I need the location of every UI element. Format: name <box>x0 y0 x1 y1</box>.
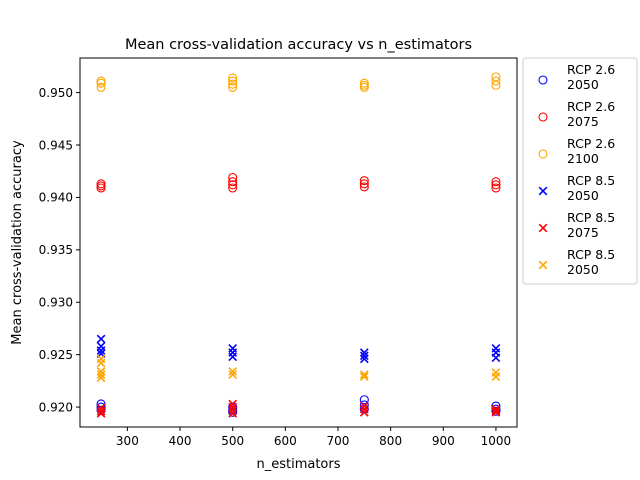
legend-item: RCP 2.6 2100 <box>538 136 615 166</box>
x-tick-label: 800 <box>379 434 402 448</box>
series-1 <box>96 172 501 193</box>
data-point <box>96 78 106 88</box>
legend-label: RCP 2.6 2075 <box>567 99 615 129</box>
legend-item: RCP 8.5 2050 <box>538 247 615 277</box>
y-tick-label: 0.945 <box>39 138 73 152</box>
data-point <box>491 372 501 382</box>
x-tick-label: 700 <box>327 434 350 448</box>
legend-item: RCP 2.6 2075 <box>538 99 615 129</box>
data-point <box>359 407 369 417</box>
x-tick-label: 400 <box>169 434 192 448</box>
data-point <box>491 80 501 90</box>
legend-label: RCP 8.5 2050 <box>567 173 615 203</box>
plot-area <box>96 72 501 418</box>
legend-label: RCP 2.6 2100 <box>567 136 615 166</box>
legend: RCP 2.6 2050 RCP 2.6 2075 RCP 2.6 2100 RCP 8.5… <box>522 57 638 285</box>
data-point <box>96 82 106 92</box>
x-tick-label: 1000 <box>481 434 512 448</box>
legend-marker <box>538 149 548 159</box>
y-tick-label: 0.940 <box>39 191 73 205</box>
legend-marker <box>538 112 548 122</box>
x-tick-label: 500 <box>221 434 244 448</box>
legend-label: RCP 8.5 2075 <box>567 210 615 240</box>
legend-item: RCP 8.5 2075 <box>538 210 615 240</box>
data-point <box>491 180 501 190</box>
data-point <box>359 82 369 92</box>
data-point <box>228 180 238 190</box>
data-point <box>96 373 106 383</box>
data-point <box>359 179 369 189</box>
data-point <box>228 79 238 89</box>
series-3 <box>96 334 501 364</box>
data-point <box>228 76 238 86</box>
legend-marker <box>538 75 548 85</box>
y-tick-label: 0.950 <box>39 86 73 100</box>
legend-box <box>522 57 638 285</box>
data-point <box>228 409 238 418</box>
y-tick-label: 0.930 <box>39 296 73 310</box>
y-tick-label: 0.925 <box>39 348 73 362</box>
data-point <box>359 351 369 361</box>
data-point <box>359 404 369 414</box>
x-tick-label: 300 <box>116 434 139 448</box>
legend-label: RCP 8.5 2050 <box>567 247 615 277</box>
legend-item: RCP 8.5 2050 <box>538 173 615 203</box>
data-point <box>228 73 238 83</box>
legend-label: RCP 2.6 2050 <box>567 62 615 92</box>
data-point <box>359 395 369 405</box>
data-point <box>491 406 501 416</box>
series-2 <box>96 72 501 92</box>
data-point <box>96 183 106 193</box>
series-5 <box>96 354 501 383</box>
data-point <box>228 172 238 183</box>
chart-title: Mean cross-validation accuracy vs n_esti… <box>125 37 472 53</box>
data-point <box>228 370 238 379</box>
data-point <box>359 370 369 379</box>
y-tick-label: 0.935 <box>39 243 73 257</box>
data-point <box>96 409 106 418</box>
data-point <box>359 401 369 411</box>
series-4 <box>96 399 501 418</box>
data-point <box>359 348 369 357</box>
data-point <box>96 406 106 416</box>
data-point <box>96 367 106 376</box>
data-point <box>491 407 501 417</box>
legend-marker <box>538 223 548 233</box>
x-tick-label: 900 <box>432 434 455 448</box>
data-point <box>228 399 238 409</box>
data-point <box>359 176 369 186</box>
data-point <box>228 402 238 412</box>
data-point <box>491 76 501 86</box>
data-point <box>228 82 238 92</box>
data-point <box>491 177 501 187</box>
data-point <box>228 367 238 376</box>
y-axis: 0.920 0.925 0.930 0.935 0.940 0.945 0.950 <box>39 86 80 414</box>
data-point <box>228 352 238 362</box>
y-axis-label: Mean cross-validation accuracy <box>10 140 25 345</box>
data-point <box>491 353 501 363</box>
data-point <box>96 358 106 368</box>
legend-marker <box>538 260 548 270</box>
data-point <box>491 183 501 193</box>
data-point <box>491 404 501 414</box>
data-point <box>228 183 238 193</box>
data-point <box>228 177 238 187</box>
x-tick-label: 600 <box>274 434 297 448</box>
data-point <box>96 346 106 355</box>
data-point <box>359 354 369 364</box>
data-point <box>228 405 238 415</box>
x-axis: 300 400 500 600 700 800 900 1000 <box>116 427 511 448</box>
data-point <box>96 370 106 379</box>
data-point <box>359 372 369 382</box>
axes-frame <box>79 57 518 428</box>
legend-marker <box>538 186 548 196</box>
x-axis-label: n_estimators <box>256 457 340 472</box>
legend-item: RCP 2.6 2050 <box>538 62 615 92</box>
data-point <box>96 334 106 344</box>
data-point <box>359 182 369 192</box>
data-point <box>228 407 238 417</box>
y-tick-label: 0.920 <box>39 400 73 414</box>
